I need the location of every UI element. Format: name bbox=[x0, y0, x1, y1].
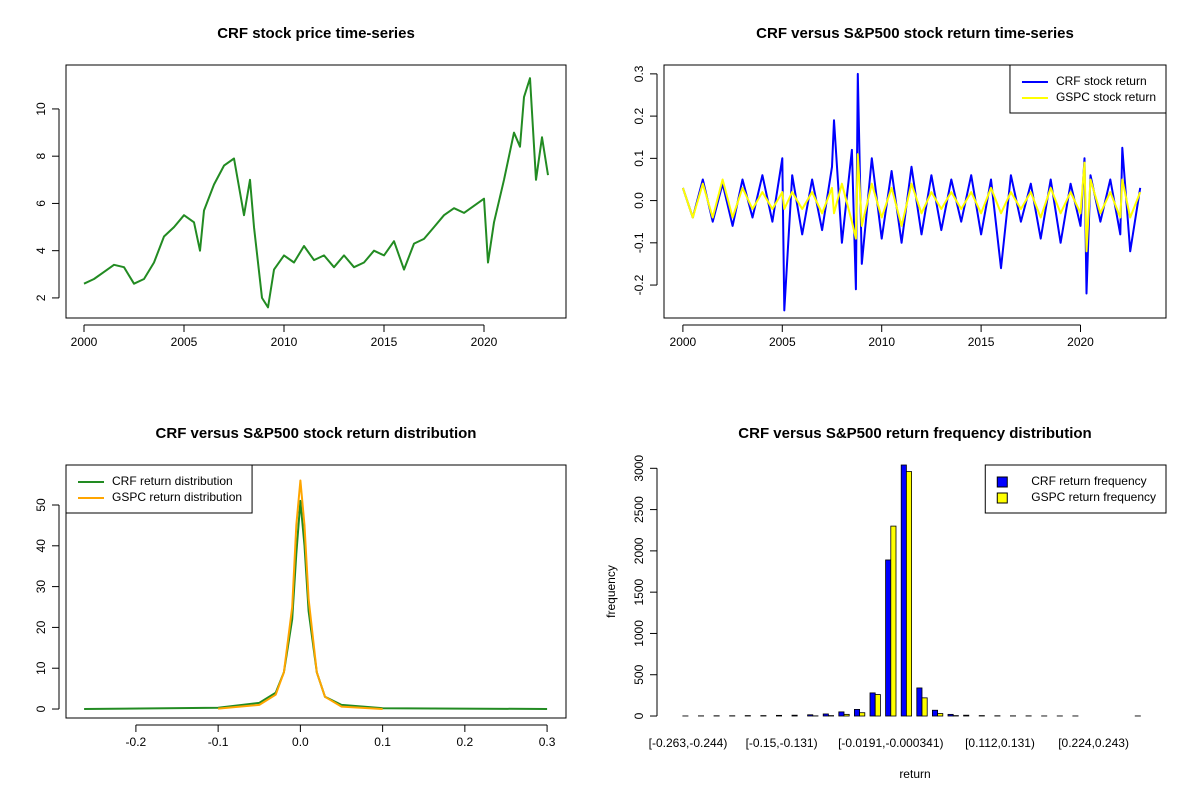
y-tick-label: 6 bbox=[34, 200, 48, 207]
x-tick-label: 0.2 bbox=[457, 735, 474, 749]
y-tick-label: 40 bbox=[34, 539, 48, 553]
chart-title: CRF versus S&P500 return frequency distr… bbox=[738, 425, 1091, 442]
x-tick-label: [-0.263,-0.244) bbox=[649, 736, 728, 750]
legend-box bbox=[984, 464, 1167, 514]
x-tick-label: 2000 bbox=[71, 335, 98, 349]
legend-label: CRF return distribution bbox=[112, 474, 233, 488]
series-line bbox=[83, 77, 549, 309]
x-tick-label: 2010 bbox=[868, 335, 895, 349]
y-tick-label: 0.2 bbox=[632, 107, 646, 124]
bar bbox=[843, 713, 850, 717]
bar bbox=[890, 525, 897, 717]
chart-title: CRF stock price time-series bbox=[217, 25, 415, 42]
plot-frame bbox=[65, 464, 567, 719]
x-tick-label: 2010 bbox=[271, 335, 298, 349]
legend-swatch bbox=[996, 492, 1008, 504]
bar bbox=[947, 713, 954, 717]
x-tick-label: [0.112,0.131) bbox=[965, 736, 1035, 750]
y-tick-label: -0.2 bbox=[632, 274, 646, 295]
y-tick-label: 1500 bbox=[632, 578, 646, 605]
x-tick-label: 0.3 bbox=[539, 735, 556, 749]
plot-frame bbox=[663, 64, 1167, 319]
bar bbox=[906, 471, 913, 717]
legend-label: CRF return frequency bbox=[1031, 474, 1146, 488]
y-tick-label: 30 bbox=[34, 580, 48, 594]
bar bbox=[916, 687, 923, 717]
y-tick-label: 2000 bbox=[632, 537, 646, 564]
x-tick-label: [0.224,0.243) bbox=[1058, 736, 1129, 750]
x-tick-label: 2015 bbox=[371, 335, 398, 349]
x-tick-label: 2020 bbox=[1067, 335, 1094, 349]
bar bbox=[885, 559, 892, 717]
y-tick-label: 2 bbox=[34, 294, 48, 301]
bar bbox=[932, 709, 939, 717]
x-tick-label: -0.1 bbox=[208, 735, 229, 749]
legend-box bbox=[65, 464, 253, 514]
series-line bbox=[681, 153, 1142, 253]
bar bbox=[859, 712, 866, 717]
legend-label: GSPC return distribution bbox=[112, 490, 242, 504]
y-tick-label: 500 bbox=[632, 664, 646, 684]
x-tick-label: 0.0 bbox=[292, 735, 309, 749]
bar bbox=[822, 713, 829, 717]
legend-box bbox=[1009, 64, 1167, 114]
x-tick-label: 2020 bbox=[471, 335, 498, 349]
x-tick-label: 2005 bbox=[769, 335, 796, 349]
plot-frame bbox=[65, 64, 567, 319]
bar bbox=[776, 714, 783, 717]
y-tick-label: 0.1 bbox=[632, 150, 646, 167]
y-tick-label: 10 bbox=[34, 661, 48, 675]
x-axis-label: return bbox=[899, 767, 930, 781]
bar bbox=[937, 713, 944, 717]
bar bbox=[869, 692, 876, 717]
y-tick-label: 3000 bbox=[632, 455, 646, 482]
y-tick-label: 0 bbox=[34, 705, 48, 712]
bar bbox=[854, 709, 861, 717]
legend-label: CRF stock return bbox=[1056, 74, 1147, 88]
legend: CRF stock return GSPC stock return bbox=[1009, 64, 1167, 114]
y-tick-label: 2500 bbox=[632, 496, 646, 523]
x-tick-label: 0.1 bbox=[374, 735, 391, 749]
y-tick-label: -0.1 bbox=[632, 232, 646, 253]
y-axis-label: frequency bbox=[604, 565, 618, 618]
y-tick-label: 20 bbox=[34, 620, 48, 634]
bar bbox=[874, 694, 881, 717]
x-tick-label: 2005 bbox=[171, 335, 198, 349]
y-tick-label: 10 bbox=[34, 102, 48, 116]
y-tick-label: 4 bbox=[34, 247, 48, 254]
x-tick-label: [-0.0191,-0.000341) bbox=[838, 736, 943, 750]
y-tick-label: 0 bbox=[632, 712, 646, 719]
x-tick-label: 2000 bbox=[670, 335, 697, 349]
y-tick-label: 8 bbox=[34, 153, 48, 160]
x-tick-label: 2015 bbox=[968, 335, 995, 349]
legend: CRF return frequency GSPC return frequenc… bbox=[984, 464, 1167, 514]
series-line bbox=[218, 479, 383, 710]
y-tick-label: 1000 bbox=[632, 620, 646, 647]
x-tick-label: [-0.15,-0.131) bbox=[746, 736, 818, 750]
y-tick-label: 50 bbox=[34, 498, 48, 512]
legend: CRF return distribution GSPC return distr… bbox=[65, 464, 253, 514]
legend-swatch bbox=[996, 476, 1008, 488]
bar bbox=[807, 714, 814, 717]
bar bbox=[921, 697, 928, 717]
bar bbox=[900, 464, 907, 717]
chart-title: CRF versus S&P500 stock return distribut… bbox=[156, 425, 477, 442]
x-tick-label: -0.2 bbox=[126, 735, 147, 749]
bar bbox=[791, 714, 798, 717]
y-tick-label: 0.3 bbox=[632, 65, 646, 82]
y-tick-label: 0.0 bbox=[632, 192, 646, 209]
bar bbox=[963, 714, 970, 717]
chart-title: CRF versus S&P500 stock return time-seri… bbox=[756, 25, 1074, 42]
legend-label: GSPC return frequency bbox=[1031, 490, 1156, 504]
bar bbox=[838, 711, 845, 717]
legend-label: GSPC stock return bbox=[1056, 90, 1156, 104]
